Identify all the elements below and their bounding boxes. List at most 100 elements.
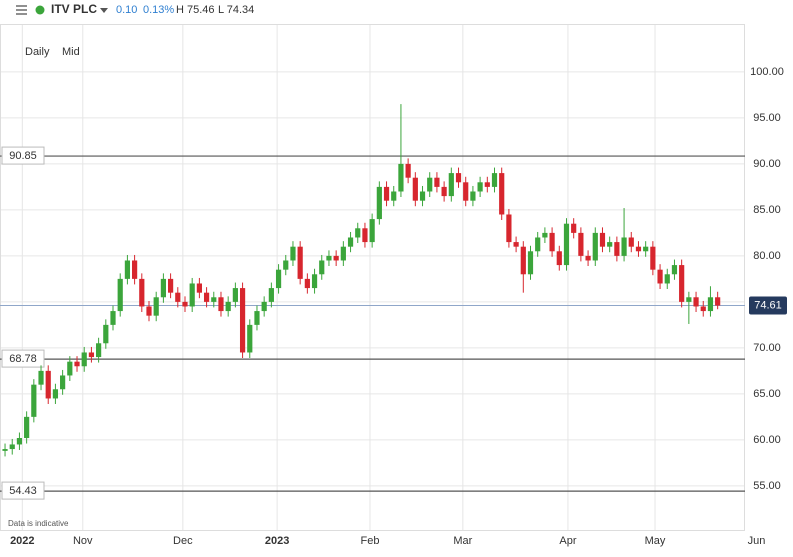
candle-body <box>362 228 368 243</box>
candle-body <box>60 375 66 390</box>
candle-body <box>347 237 354 247</box>
candle-body <box>513 242 519 247</box>
candle-body <box>671 265 678 275</box>
candle-body <box>96 343 102 358</box>
candle-body <box>607 242 613 247</box>
candle-body <box>67 361 73 376</box>
candle-body <box>110 311 116 325</box>
y-tick-label: 55.00 <box>753 480 781 492</box>
candle-body <box>585 255 591 261</box>
candle-body <box>405 163 411 178</box>
candle-body <box>499 173 505 215</box>
change: 0.10 <box>116 4 137 16</box>
interval-button[interactable]: Mid <box>62 46 80 58</box>
candle-body <box>340 246 346 261</box>
x-tick-label: 2022 <box>10 535 34 547</box>
candle-body <box>556 251 562 266</box>
candle-body <box>686 297 692 302</box>
candle-body <box>434 177 440 187</box>
footnote: Data is indicative <box>8 519 69 528</box>
candle-body <box>203 292 210 302</box>
candle-body <box>693 297 699 307</box>
candle-body <box>31 384 37 417</box>
candle-body <box>167 278 174 293</box>
candle-body <box>196 283 202 293</box>
candle-body <box>146 306 152 316</box>
candle-body <box>621 237 627 256</box>
candle-body <box>441 186 447 197</box>
candle-body <box>707 297 714 312</box>
level-label-box <box>1 481 45 500</box>
candle-body <box>124 260 131 279</box>
toolbar <box>0 0 793 22</box>
y-tick-label: 60.00 <box>753 434 781 446</box>
candle-body <box>275 269 282 289</box>
candle-body <box>218 297 224 312</box>
candle-body <box>369 219 375 243</box>
status-dot <box>35 5 45 15</box>
candle-body <box>160 278 166 298</box>
candle-body <box>24 416 30 439</box>
candle-body <box>189 283 195 307</box>
dropdown-arrow[interactable] <box>100 8 108 13</box>
candle-body <box>427 177 433 192</box>
y-tick-label: 70.00 <box>753 342 781 354</box>
change-pct: 0.13% <box>143 4 174 16</box>
x-tick-label: Apr <box>559 535 576 547</box>
y-tick-label: 100.00 <box>750 66 784 78</box>
interval-button[interactable]: Daily <box>25 46 50 58</box>
candle-body <box>225 301 231 312</box>
last-price-box <box>749 296 787 315</box>
candle-body <box>383 186 390 201</box>
candle-body <box>153 297 159 316</box>
candle-body <box>139 278 145 307</box>
candle-body <box>535 237 541 252</box>
candle-body <box>484 182 490 187</box>
candle-body <box>650 246 656 270</box>
candle-body <box>563 223 570 266</box>
candle-body <box>520 246 526 275</box>
candle-body <box>9 444 15 450</box>
level-label: 68.78 <box>9 353 37 365</box>
candle-body <box>254 311 260 325</box>
candle-body <box>491 173 498 187</box>
candle-body <box>578 232 584 256</box>
candle-body <box>261 301 267 312</box>
candle-body <box>132 260 138 279</box>
candle-body <box>470 191 476 201</box>
x-tick-label: Jun <box>748 535 766 547</box>
y-tick-label: 65.00 <box>753 388 781 400</box>
candle-body <box>419 191 426 201</box>
candle-body <box>700 306 706 312</box>
candle-body <box>614 242 620 256</box>
candle-body <box>635 246 642 252</box>
day-high: H 75.46 <box>176 4 215 16</box>
last-price-label: 74.61 <box>754 299 782 311</box>
y-tick-label: 80.00 <box>753 250 781 262</box>
candle-body <box>355 228 361 238</box>
candle-body <box>412 177 418 201</box>
candle-body <box>506 214 512 243</box>
x-tick-label: Feb <box>360 535 379 547</box>
candle-body <box>326 255 332 261</box>
candle-body <box>45 370 51 399</box>
plot-frame <box>0 24 745 531</box>
candle-body <box>247 324 253 353</box>
menu-icon[interactable] <box>16 5 27 15</box>
x-tick-label: 2023 <box>265 535 289 547</box>
candle-body <box>175 292 181 302</box>
symbol-name[interactable]: ITV PLC <box>51 2 97 16</box>
candle-body <box>319 260 325 275</box>
candle-body <box>117 278 123 312</box>
day-low: L 74.34 <box>218 4 254 16</box>
candle-body <box>715 297 721 306</box>
candle-body <box>542 232 548 238</box>
x-tick-label: May <box>645 535 666 547</box>
level-label-box <box>1 349 45 368</box>
candle-body <box>549 232 555 252</box>
candle-body <box>52 389 59 399</box>
candle-body <box>333 255 339 261</box>
candle-body <box>297 246 303 279</box>
